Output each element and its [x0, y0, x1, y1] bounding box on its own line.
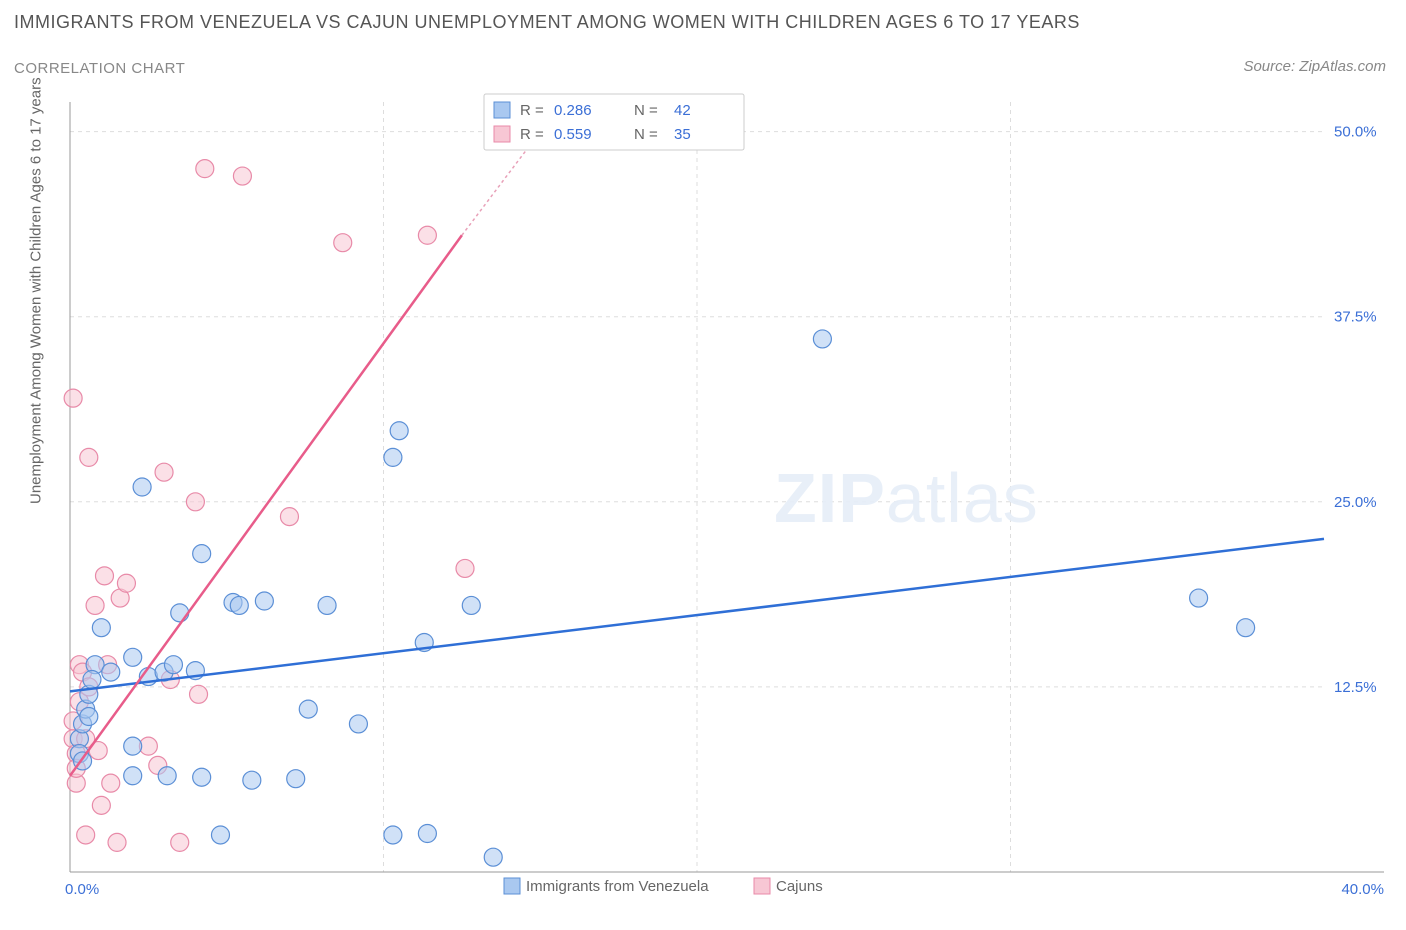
scatter-point-cajuns	[108, 833, 126, 851]
scatter-point-venezuela	[92, 619, 110, 637]
scatter-point-venezuela	[193, 545, 211, 563]
scatter-point-cajuns	[190, 685, 208, 703]
stats-swatch-cajuns	[494, 126, 510, 142]
scatter-point-cajuns	[92, 796, 110, 814]
scatter-point-venezuela	[193, 768, 211, 786]
scatter-point-venezuela	[124, 767, 142, 785]
y-tick-label: 12.5%	[1334, 679, 1377, 696]
scatter-point-venezuela	[124, 737, 142, 755]
scatter-point-venezuela	[83, 671, 101, 689]
scatter-point-venezuela	[813, 330, 831, 348]
scatter-point-cajuns	[233, 167, 251, 185]
scatter-point-cajuns	[77, 826, 95, 844]
scatter-point-venezuela	[171, 604, 189, 622]
scatter-point-venezuela	[418, 825, 436, 843]
scatter-point-cajuns	[95, 567, 113, 585]
scatter-point-venezuela	[1190, 589, 1208, 607]
scatter-point-cajuns	[456, 559, 474, 577]
scatter-chart: 12.5% 25.0% 37.5% 50.0% ZIPatlas 0.0% 40.0% R =…	[14, 92, 1392, 916]
scatter-point-venezuela	[462, 596, 480, 614]
scatter-point-venezuela	[484, 848, 502, 866]
scatter-point-venezuela	[349, 715, 367, 733]
legend-swatch-venezuela	[504, 878, 520, 894]
scatter-point-venezuela	[133, 478, 151, 496]
stats-swatch-venezuela	[494, 102, 510, 118]
y-tick-label: 50.0%	[1334, 124, 1377, 141]
scatter-point-venezuela	[390, 422, 408, 440]
stats-r-cajuns: 0.559	[554, 126, 592, 143]
source-attribution: Source: ZipAtlas.com	[1243, 58, 1386, 75]
scatter-point-venezuela	[158, 767, 176, 785]
chart-area: Unemployment Among Women with Children A…	[14, 92, 1392, 916]
scatter-point-venezuela	[318, 596, 336, 614]
x-tick-label: 0.0%	[65, 881, 99, 898]
chart-title: IMMIGRANTS FROM VENEZUELA VS CAJUN UNEMP…	[14, 12, 1080, 33]
scatter-point-cajuns	[171, 833, 189, 851]
scatter-point-cajuns	[117, 574, 135, 592]
scatter-point-cajuns	[186, 493, 204, 511]
stats-n-cajuns: 35	[674, 126, 691, 143]
scatter-point-venezuela	[102, 663, 120, 681]
scatter-point-cajuns	[102, 774, 120, 792]
scatter-point-venezuela	[255, 592, 273, 610]
stats-n-venezuela: 42	[674, 102, 691, 119]
legend-label-venezuela: Immigrants from Venezuela	[526, 878, 709, 895]
legend-swatch-cajuns	[754, 878, 770, 894]
scatter-point-venezuela	[1237, 619, 1255, 637]
watermark: ZIPatlas	[774, 459, 1039, 537]
scatter-point-venezuela	[243, 771, 261, 789]
scatter-point-cajuns	[80, 448, 98, 466]
legend-label-cajuns: Cajuns	[776, 878, 823, 895]
x-tick-label: 40.0%	[1341, 881, 1384, 898]
stats-n-label: N =	[634, 102, 658, 119]
scatter-point-venezuela	[80, 708, 98, 726]
y-axis-label: Unemployment Among Women with Children A…	[28, 77, 45, 504]
scatter-point-venezuela	[287, 770, 305, 788]
scatter-point-venezuela	[211, 826, 229, 844]
y-tick-label: 37.5%	[1334, 309, 1377, 326]
scatter-point-cajuns	[334, 234, 352, 252]
scatter-point-cajuns	[86, 596, 104, 614]
stats-r-venezuela: 0.286	[554, 102, 592, 119]
scatter-point-venezuela	[384, 826, 402, 844]
scatter-point-venezuela	[230, 596, 248, 614]
scatter-point-venezuela	[299, 700, 317, 718]
scatter-point-venezuela	[164, 656, 182, 674]
scatter-point-venezuela	[124, 648, 142, 666]
scatter-point-cajuns	[196, 160, 214, 178]
stats-r-label: R =	[520, 102, 544, 119]
scatter-point-venezuela	[384, 448, 402, 466]
stats-r-label: R =	[520, 126, 544, 143]
scatter-point-cajuns	[418, 226, 436, 244]
scatter-point-cajuns	[155, 463, 173, 481]
chart-subtitle: CORRELATION CHART	[14, 60, 185, 77]
scatter-point-cajuns	[280, 508, 298, 526]
scatter-point-cajuns	[64, 389, 82, 407]
y-tick-label: 25.0%	[1334, 494, 1377, 511]
stats-n-label: N =	[634, 126, 658, 143]
